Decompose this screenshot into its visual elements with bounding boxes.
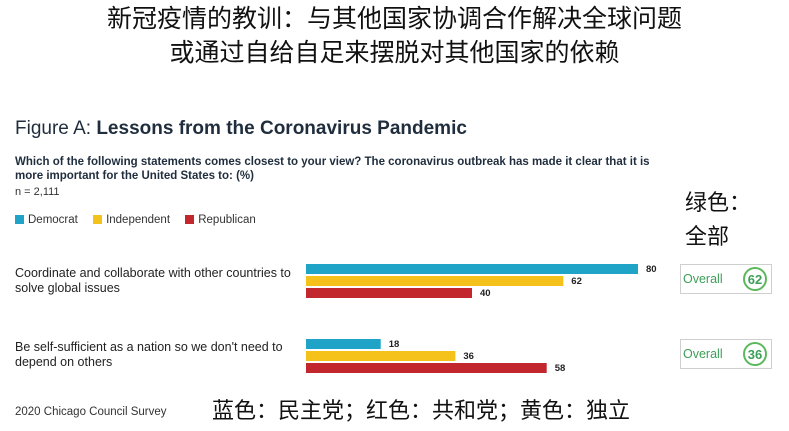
overall-label-2: Overall [683, 347, 723, 361]
overall-box-1: Overall 62 [680, 264, 772, 294]
legend-label-independent: Independent [106, 214, 171, 226]
figure-title-text: Lessons from the Coronavirus Pandemic [96, 118, 467, 139]
bar-value-independent-2: 36 [463, 351, 474, 362]
bar-republican-1 [306, 288, 472, 298]
chart-legend: Democrat Independent Republican [15, 214, 268, 226]
figure-label: Figure A: [15, 118, 92, 139]
overall-box-2: Overall 36 [680, 339, 772, 369]
sample-size: n = 2,111 [15, 186, 60, 198]
legend-item-democrat: Democrat [15, 214, 78, 226]
bar-republican-2 [306, 363, 547, 373]
note-color-key: 蓝色：民主党；红色：共和党；黄色：独立 [212, 399, 631, 424]
bar-value-republican-2: 58 [555, 363, 566, 374]
legend-label-republican: Republican [198, 214, 256, 226]
bar-democrat-1 [306, 264, 638, 274]
bar-democrat-2 [306, 339, 381, 349]
legend-item-independent: Independent [93, 214, 170, 226]
overall-label-1: Overall [683, 272, 723, 286]
bar-value-democrat-2: 18 [389, 339, 400, 350]
bar-value-independent-1: 62 [571, 276, 582, 287]
source-note: 2020 Chicago Council Survey [15, 406, 167, 418]
chinese-title-line-2: 或通过自给自足来摆脱对其他国家的依赖 [169, 38, 620, 67]
legend-swatch-republican [185, 215, 195, 224]
survey-question: Which of the following statements comes … [15, 156, 650, 182]
note-green-label: 绿色： [685, 191, 752, 216]
bar-independent-1 [306, 276, 564, 286]
figure-title: Figure A: Lessons from the Coronavirus P… [15, 118, 467, 140]
overall-value-1: 62 [743, 267, 767, 291]
overall-value-2: 36 [743, 342, 767, 366]
legend-swatch-democrat [15, 215, 24, 224]
bar-value-republican-1: 40 [480, 288, 491, 299]
note-green-meaning: 全部 [685, 225, 730, 250]
category-label-2: Be self-sufficient as a nation so we don… [15, 340, 283, 369]
legend-item-republican: Republican [185, 214, 256, 226]
category-label-1: Coordinate and collaborate with other co… [15, 266, 291, 295]
bar-independent-2 [306, 351, 456, 361]
legend-swatch-independent [93, 215, 103, 224]
bar-value-democrat-1: 80 [646, 264, 657, 275]
legend-label-democrat: Democrat [28, 214, 78, 226]
chinese-title-line-1: 新冠疫情的教训：与其他国家协调合作解决全球问题 [106, 4, 682, 33]
